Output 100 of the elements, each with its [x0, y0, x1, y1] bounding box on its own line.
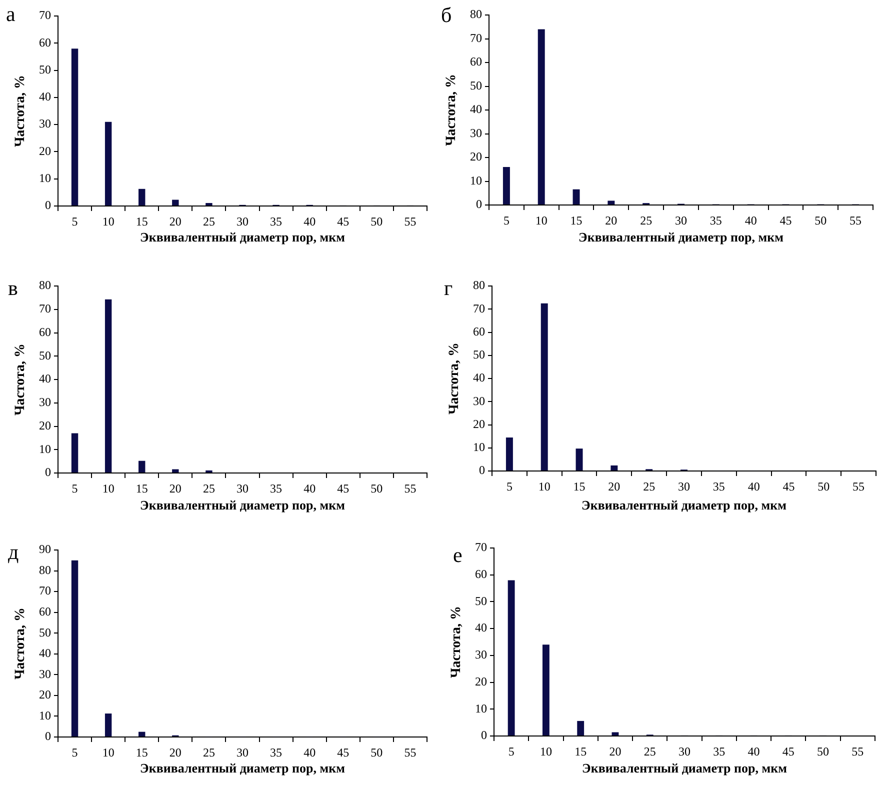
y-tick-label: 30	[475, 648, 487, 662]
y-tick-label: 20	[39, 688, 51, 702]
bar	[608, 200, 615, 204]
x-tick-label: 10	[540, 744, 552, 758]
x-tick-label: 10	[538, 479, 550, 494]
x-tick-label: 45	[782, 479, 795, 494]
y-tick-label: 60	[470, 54, 482, 69]
y-tick-label: 20	[39, 144, 51, 158]
x-tick-label: 55	[404, 214, 416, 228]
bar	[508, 580, 515, 736]
x-tick-label: 15	[574, 744, 587, 758]
x-tick-label: 30	[236, 481, 248, 496]
x-tick-label: 45	[337, 214, 350, 228]
y-tick-label: 10	[39, 442, 51, 456]
x-tick-label: 40	[744, 213, 757, 228]
y-tick-label: 40	[39, 372, 51, 386]
y-tick-label: 30	[470, 126, 482, 140]
y-tick-label: 40	[475, 620, 487, 635]
y-tick-label: 0	[45, 465, 51, 480]
x-tick-label: 10	[535, 213, 548, 228]
y-tick-label: 60	[475, 567, 487, 582]
x-tick-label: 20	[608, 479, 620, 494]
bar	[540, 303, 548, 470]
x-tick-label: 15	[136, 481, 148, 496]
x-tick-label: 30	[675, 213, 687, 228]
x-tick-label: 10	[102, 214, 114, 228]
x-tick-label: 5	[72, 481, 78, 496]
y-tick-label: 10	[39, 708, 51, 722]
x-tick-label: 15	[570, 213, 582, 228]
x-tick-label: 55	[850, 213, 862, 228]
x-tick-label: 10	[102, 481, 114, 496]
x-tick-label: 40	[748, 744, 760, 758]
bar	[610, 465, 618, 470]
y-tick-label: 80	[39, 562, 51, 577]
x-tick-label: 35	[712, 479, 725, 494]
chart-title: д	[8, 540, 19, 564]
y-tick-label: 30	[39, 116, 51, 131]
x-tick-label: 25	[202, 745, 215, 760]
y-tick-label: 50	[39, 348, 51, 362]
x-axis-title: Эквивалентный диаметр пор, мкм	[140, 498, 346, 513]
x-tick-label: 40	[304, 481, 316, 496]
x-axis-title: Эквивалентный диаметр пор, мкм	[578, 230, 784, 245]
y-axis-title: Частота, %	[13, 343, 28, 416]
y-tick-label: 10	[475, 701, 487, 716]
x-tick-label: 20	[605, 213, 618, 228]
y-tick-label: 0	[45, 729, 51, 744]
x-tick-label: 35	[270, 481, 282, 496]
x-tick-label: 25	[643, 479, 656, 494]
y-axis-title: Частота, %	[13, 607, 28, 680]
y-tick-label: 10	[473, 440, 485, 454]
bar	[104, 299, 112, 472]
bar	[172, 469, 179, 472]
y-tick-label: 10	[39, 171, 51, 186]
x-tick-label: 40	[304, 745, 316, 760]
y-tick-label: 80	[473, 278, 485, 292]
x-tick-label: 20	[169, 214, 182, 228]
y-tick-label: 30	[473, 394, 485, 408]
x-axis-title: Эквивалентный диаметр пор, мкм	[582, 498, 787, 513]
x-tick-label: 50	[370, 214, 383, 228]
x-tick-label: 20	[609, 744, 622, 758]
x-tick-label: 25	[644, 744, 656, 758]
x-tick-label: 55	[852, 479, 865, 494]
x-tick-label: 30	[236, 745, 248, 760]
bar	[542, 644, 550, 736]
x-tick-label: 5	[506, 479, 512, 494]
bar	[138, 188, 146, 206]
x-tick-label: 25	[640, 213, 652, 228]
x-tick-label: 5	[72, 214, 78, 228]
x-tick-label: 40	[748, 479, 760, 494]
x-tick-label: 30	[678, 744, 690, 758]
y-tick-label: 20	[475, 674, 487, 688]
x-tick-label: 35	[710, 213, 722, 228]
x-tick-label: 50	[818, 479, 830, 494]
y-tick-label: 20	[470, 150, 482, 164]
y-tick-label: 70	[39, 584, 51, 598]
bar	[71, 433, 78, 472]
y-tick-label: 50	[470, 78, 482, 92]
x-tick-label: 30	[678, 479, 690, 494]
x-tick-label: 15	[136, 745, 148, 760]
y-tick-label: 80	[470, 7, 482, 22]
y-tick-label: 40	[470, 102, 482, 116]
y-tick-label: 20	[39, 418, 51, 432]
y-tick-label: 50	[473, 348, 485, 362]
y-tick-label: 30	[39, 666, 51, 681]
x-tick-label: 35	[713, 744, 726, 758]
x-tick-label: 5	[503, 213, 510, 228]
x-tick-label: 5	[72, 745, 78, 760]
bar	[576, 448, 583, 470]
y-tick-label: 50	[475, 594, 487, 608]
bar	[538, 29, 545, 204]
y-tick-label: 30	[39, 395, 51, 410]
x-axis-title: Эквивалентный диаметр пор, мкм	[140, 230, 346, 245]
y-tick-label: 40	[39, 646, 51, 660]
x-axis-title: Эквивалентный диаметр пор, мкм	[582, 760, 788, 776]
x-tick-label: 15	[136, 214, 148, 228]
y-tick-label: 50	[39, 62, 51, 76]
y-axis-title: Частота, %	[449, 606, 464, 678]
x-axis-title: Эквивалентный диаметр пор, мкм	[140, 760, 346, 776]
x-tick-label: 35	[270, 745, 282, 760]
y-tick-label: 60	[473, 324, 485, 338]
